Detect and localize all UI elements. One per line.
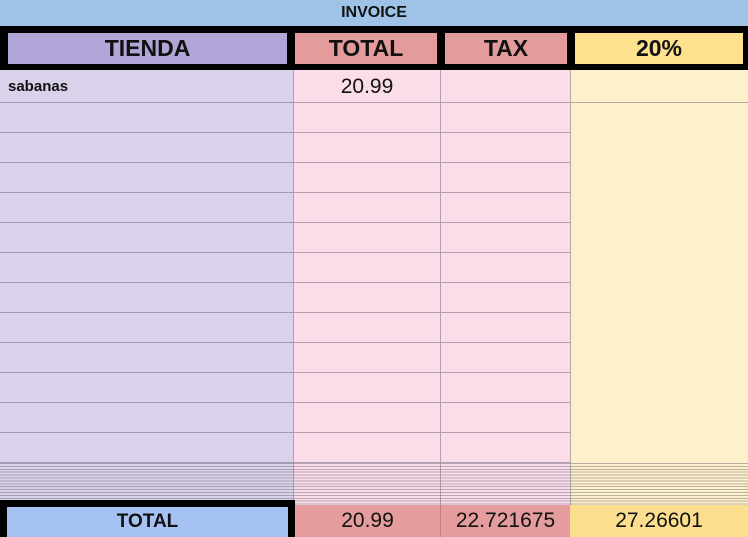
cell-tienda-row9[interactable] [0,313,293,343]
cell-tax-row10[interactable] [441,343,570,373]
cell-tax-row8[interactable] [441,283,570,313]
title-bar: INVOICE [0,0,748,26]
cell-tienda-row8[interactable] [0,283,293,313]
cell-tax-row12[interactable] [441,403,570,433]
header-divider [287,33,295,64]
cell-tax-row3[interactable] [441,133,570,163]
header-cell-pct[interactable]: 20% [575,33,743,64]
sheet-title: INVOICE [341,4,407,21]
cell-tienda-row3[interactable] [0,133,293,163]
cell-total-row11[interactable] [294,373,440,403]
collapsed-rows-band [0,463,748,505]
cell-total-row4[interactable] [294,163,440,193]
cell-tax-row11[interactable] [441,373,570,403]
cell-tax-row13[interactable] [441,433,570,463]
cell-total-row7[interactable] [294,253,440,283]
cell-total-row9[interactable] [294,313,440,343]
cell-tax-row2[interactable] [441,103,570,133]
cell-tienda-row7[interactable] [0,253,293,283]
body-grid: sabanas 20.99 [0,70,748,463]
cell-total-row10[interactable] [294,343,440,373]
body-col-tienda: sabanas [0,70,293,463]
body-col-total: 20.99 [293,70,440,463]
cell-tax-row7[interactable] [441,253,570,283]
header-cell-total[interactable]: TOTAL [295,33,437,64]
body-col-pct [570,70,748,463]
cell-tax-row9[interactable] [441,313,570,343]
footer-pct-value-cell[interactable]: 27.26601 [570,505,748,537]
cell-total-row2[interactable] [294,103,440,133]
header-divider [567,33,575,64]
cell-tienda-row2[interactable] [0,103,293,133]
cell-total-row6[interactable] [294,223,440,253]
cell-tienda-row13[interactable] [0,433,293,463]
cell-tienda-row5[interactable] [0,193,293,223]
cell-tienda-row10[interactable] [0,343,293,373]
cell-total-row5[interactable] [294,193,440,223]
footer-total-value-cell[interactable]: 20.99 [295,505,440,537]
header-divider [437,33,445,64]
cell-pct-row1[interactable] [571,70,748,103]
cell-total-row3[interactable] [294,133,440,163]
header-cell-tienda[interactable]: TIENDA [8,33,287,64]
cell-total-row8[interactable] [294,283,440,313]
cell-tax-row4[interactable] [441,163,570,193]
collapsed-rows-pct [570,463,748,505]
cell-total-row13[interactable] [294,433,440,463]
cell-total-row1[interactable]: 20.99 [294,70,440,103]
collapsed-rows-tax [440,463,570,505]
cell-tienda-row6[interactable] [0,223,293,253]
cell-tienda-row4[interactable] [0,163,293,193]
collapsed-rows-total [293,463,440,505]
cell-tax-row5[interactable] [441,193,570,223]
body-col-tax [440,70,570,463]
header-cell-tax[interactable]: TAX [445,33,567,64]
header-row: TIENDA TOTAL TAX 20% [0,26,748,70]
cell-tienda-row1[interactable]: sabanas [0,70,293,103]
cell-tienda-row12[interactable] [0,403,293,433]
footer-total-label-cell[interactable]: TOTAL [0,500,295,537]
footer-tax-value-cell[interactable]: 22.721675 [440,505,570,537]
cell-total-row12[interactable] [294,403,440,433]
cell-tienda-row11[interactable] [0,373,293,403]
collapsed-rows-tienda [0,463,293,505]
cell-tax-row1[interactable] [441,70,570,103]
cell-tax-row6[interactable] [441,223,570,253]
